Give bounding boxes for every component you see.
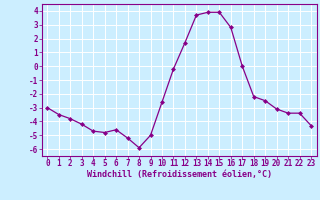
X-axis label: Windchill (Refroidissement éolien,°C): Windchill (Refroidissement éolien,°C) <box>87 170 272 179</box>
